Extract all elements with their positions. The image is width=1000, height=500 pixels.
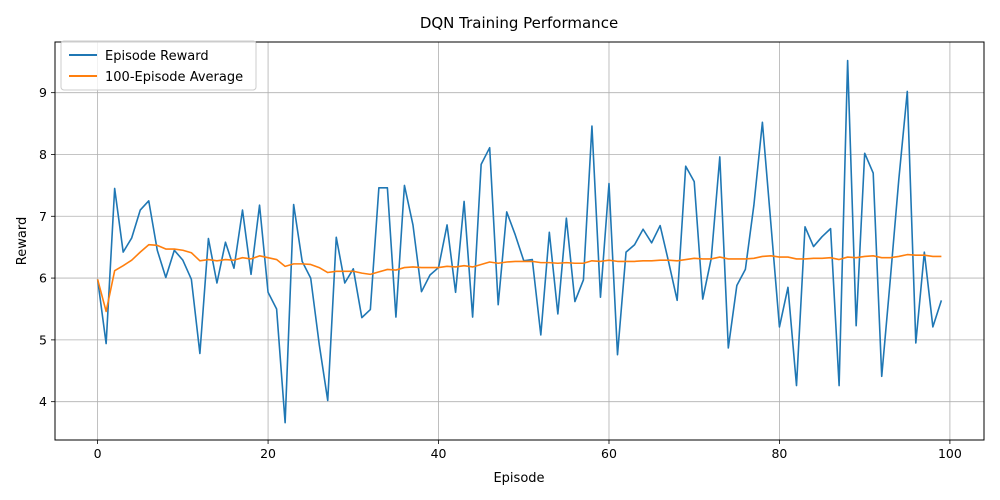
- y-tick-label: 5: [39, 332, 47, 347]
- series-line-episode-reward: [96, 59, 943, 424]
- legend: Episode Reward 100-Episode Average: [60, 40, 257, 91]
- y-tick-label: 7: [39, 209, 47, 224]
- x-tick-label: 0: [94, 446, 102, 461]
- x-tick-label: 80: [771, 446, 787, 461]
- plot-frame: [54, 41, 985, 441]
- y-tick-label: 8: [39, 147, 47, 162]
- series-lines: [96, 59, 943, 424]
- series-line-100-episode-average: [96, 243, 942, 313]
- chart-title: DQN Training Performance: [420, 14, 618, 32]
- y-axis-title: Reward: [15, 217, 30, 265]
- axis-ticks: 0 20 40 60 80 100 4 5 6 7 8 9: [39, 85, 962, 461]
- legend-label-100-episode-average: 100-Episode Average: [105, 70, 243, 85]
- x-tick-label: 100: [938, 446, 962, 461]
- y-tick-label: 4: [39, 394, 47, 409]
- x-tick-label: 60: [601, 446, 617, 461]
- legend-label-episode-reward: Episode Reward: [105, 49, 209, 64]
- grid: [55, 42, 984, 440]
- x-axis-title: Episode: [493, 471, 544, 486]
- x-tick-label: 20: [260, 446, 276, 461]
- y-tick-label: 9: [39, 85, 47, 100]
- y-tick-label: 6: [39, 271, 47, 286]
- legend-box: [60, 40, 257, 91]
- x-tick-label: 40: [431, 446, 447, 461]
